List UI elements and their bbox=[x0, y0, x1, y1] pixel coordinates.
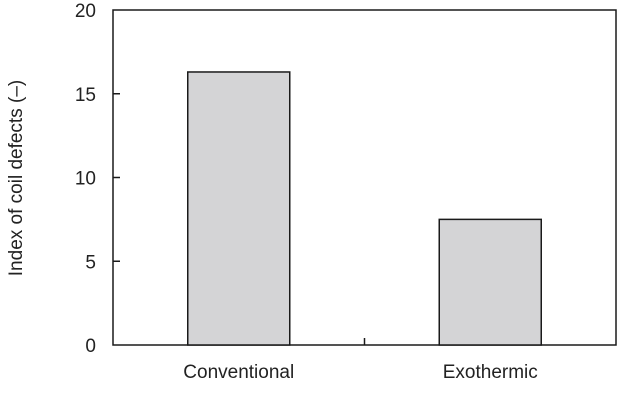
x-axis-ticks: Conventional Exothermic bbox=[183, 338, 538, 383]
y-tick-label: 15 bbox=[75, 85, 96, 106]
y-tick-label: 5 bbox=[85, 252, 96, 273]
y-tick-label: 10 bbox=[75, 169, 96, 190]
y-axis-ticks: 0 5 10 15 20 bbox=[75, 1, 120, 357]
y-tick-label: 20 bbox=[75, 1, 96, 22]
bars-group bbox=[187, 71, 542, 346]
y-tick-label: 0 bbox=[85, 336, 96, 357]
bar-exothermic bbox=[438, 218, 542, 346]
y-axis-label: Index of coil defects (–) bbox=[6, 80, 27, 276]
x-tick-label-exothermic: Exothermic bbox=[443, 362, 538, 383]
x-tick-label-conventional: Conventional bbox=[183, 362, 294, 383]
bar-conventional bbox=[187, 71, 291, 346]
